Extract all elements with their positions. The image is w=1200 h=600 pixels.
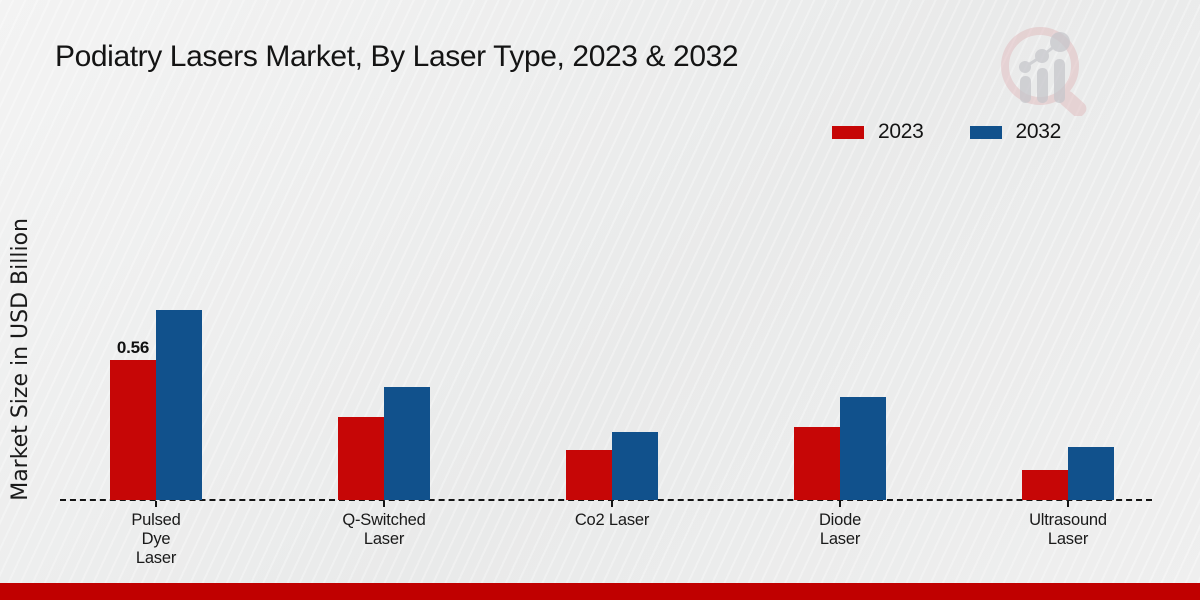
bar-2032-diode-laser [840,397,886,500]
bar-2032-q-switched-laser [384,387,430,500]
legend-label-2032: 2032 [1015,120,1062,143]
x-axis-tick-ultrasound-laser [1067,501,1069,507]
x-axis-label-ultrasound-laser: Ultrasound Laser [1029,511,1107,548]
bar-value-label: 0.56 [116,338,150,357]
legend-label-2023: 2023 [878,120,924,143]
x-axis-baseline [60,499,1152,501]
legend-swatch-2023 [832,125,864,139]
magnifier-chart-logo [985,26,1097,121]
y-axis-label: Market Size in USD Billion [8,218,33,501]
bar-2032-ultrasound-laser [1068,447,1114,500]
x-axis-tick-q-switched-laser [383,501,385,507]
x-axis-tick-diode-laser [839,501,841,507]
x-axis-label-co2-laser: Co2 Laser [574,511,650,529]
x-axis-label-q-switched-laser: Q-Switched Laser [342,511,426,548]
bar-2023-pulsed-dye-laser [110,360,156,500]
legend-item-2032: 2032 [969,120,1062,144]
legend: 2023 2032 [832,120,1061,144]
magnifier-chart-logo-svg [1001,27,1087,118]
footer-bar [0,583,1200,600]
bar-2023-ultrasound-laser [1022,470,1068,500]
legend-swatch-2032 [969,125,1002,139]
x-axis-tick-co2-laser [611,501,613,507]
x-axis-label-pulsed-dye-laser: Pulsed Dye Laser [131,511,181,567]
legend-item-2023: 2023 [832,120,924,144]
bar-2032-co2-laser [612,432,658,500]
chart-title: Podiatry Lasers Market, By Laser Type, 2… [55,40,739,73]
bar-2023-diode-laser [794,427,840,500]
bar-2023-q-switched-laser [338,417,384,500]
x-axis-tick-pulsed-dye-laser [155,501,157,507]
bar-2032-pulsed-dye-laser [156,310,202,500]
x-axis-label-diode-laser: Diode Laser [818,511,862,548]
bar-2023-co2-laser [566,450,612,500]
